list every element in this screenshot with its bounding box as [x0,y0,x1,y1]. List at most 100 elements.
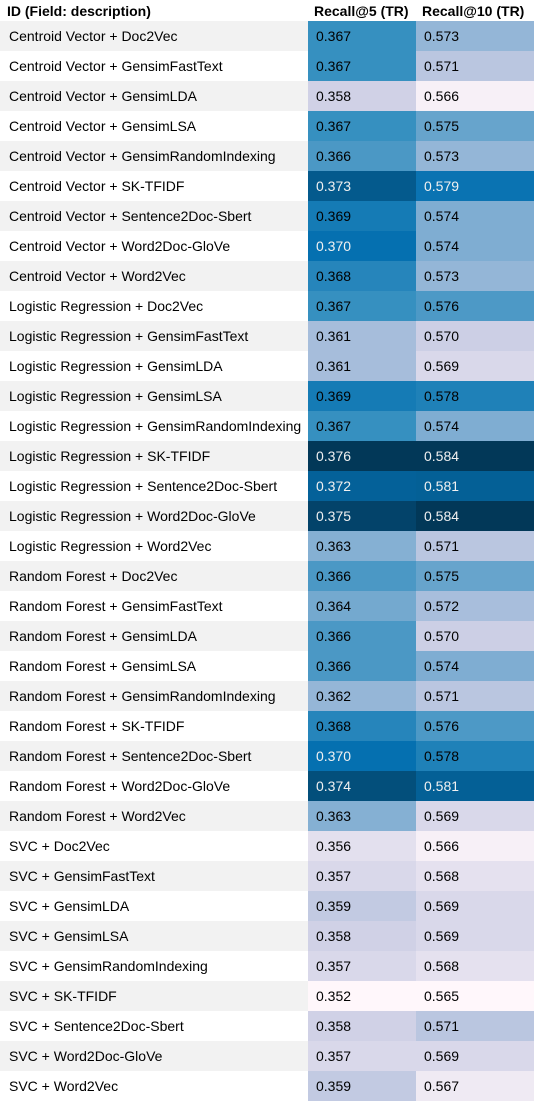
recall5-cell: 0.358 [308,1011,416,1041]
table-row: Logistic Regression + SK-TFIDF 0.376 0.584 [0,441,534,471]
row-id-cell: Logistic Regression + Doc2Vec [0,291,308,321]
table-row: SVC + Sentence2Doc-Sbert 0.358 0.571 [0,1011,534,1041]
recall10-cell: 0.568 [416,861,534,891]
table-row: SVC + GensimLDA 0.359 0.569 [0,891,534,921]
row-id-cell: Centroid Vector + Doc2Vec [0,21,308,51]
row-id-cell: Random Forest + SK-TFIDF [0,711,308,741]
table-row: Random Forest + Word2Vec 0.363 0.569 [0,801,534,831]
recall5-cell: 0.366 [308,561,416,591]
table-row: Random Forest + Sentence2Doc-Sbert 0.370 0… [0,741,534,771]
row-id-cell: Centroid Vector + Word2Vec [0,261,308,291]
row-id-cell: SVC + Word2Doc-GloVe [0,1041,308,1071]
recall10-cell: 0.576 [416,291,534,321]
row-id-cell: SVC + GensimFastText [0,861,308,891]
table-row: SVC + GensimRandomIndexing 0.357 0.568 [0,951,534,981]
table-row: Centroid Vector + GensimLDA 0.358 0.566 [0,81,534,111]
table-row: Logistic Regression + GensimLDA 0.361 0.56… [0,351,534,381]
table-row: Random Forest + GensimLDA 0.366 0.570 [0,621,534,651]
row-id-cell: SVC + SK-TFIDF [0,981,308,1011]
recall10-cell: 0.573 [416,21,534,51]
table-row: Centroid Vector + Doc2Vec 0.367 0.573 [0,21,534,51]
recall5-cell: 0.375 [308,501,416,531]
table-row: Random Forest + Word2Doc-GloVe 0.374 0.581 [0,771,534,801]
recall5-cell: 0.357 [308,951,416,981]
recall5-cell: 0.356 [308,831,416,861]
recall10-cell: 0.571 [416,681,534,711]
table-row: Centroid Vector + Word2Doc-GloVe 0.370 0.5… [0,231,534,261]
recall10-cell: 0.581 [416,771,534,801]
table-row: Logistic Regression + GensimLSA 0.369 0.57… [0,381,534,411]
table-row: Logistic Regression + Word2Vec 0.363 0.571 [0,531,534,561]
table-row: SVC + Word2Vec 0.359 0.567 [0,1071,534,1101]
recall10-cell: 0.574 [416,411,534,441]
table-row: Logistic Regression + Word2Doc-GloVe 0.37… [0,501,534,531]
row-id-cell: Random Forest + Sentence2Doc-Sbert [0,741,308,771]
row-id-cell: SVC + Doc2Vec [0,831,308,861]
table-row: SVC + SK-TFIDF 0.352 0.565 [0,981,534,1011]
table-row: Logistic Regression + Sentence2Doc-Sbert… [0,471,534,501]
recall10-cell: 0.578 [416,741,534,771]
recall10-cell: 0.574 [416,651,534,681]
recall5-cell: 0.363 [308,531,416,561]
recall5-cell: 0.367 [308,411,416,441]
table-row: Logistic Regression + GensimRandomIndexi… [0,411,534,441]
recall10-cell: 0.573 [416,141,534,171]
table-row: SVC + GensimFastText 0.357 0.568 [0,861,534,891]
table-body: Centroid Vector + Doc2Vec 0.367 0.573 Centr… [0,21,534,1101]
recall10-cell: 0.566 [416,831,534,861]
row-id-cell: Logistic Regression + SK-TFIDF [0,441,308,471]
row-id-cell: Logistic Regression + GensimFastText [0,321,308,351]
recall10-cell: 0.574 [416,201,534,231]
table-row: Random Forest + GensimFastText 0.364 0.572 [0,591,534,621]
recall5-cell: 0.366 [308,141,416,171]
recall10-cell: 0.584 [416,441,534,471]
recall10-cell: 0.571 [416,51,534,81]
recall5-cell: 0.373 [308,171,416,201]
recall10-cell: 0.569 [416,1041,534,1071]
row-id-cell: Centroid Vector + Word2Doc-GloVe [0,231,308,261]
recall10-cell: 0.568 [416,951,534,981]
row-id-cell: SVC + GensimLDA [0,891,308,921]
recall5-cell: 0.352 [308,981,416,1011]
recall10-cell: 0.579 [416,171,534,201]
recall10-cell: 0.575 [416,111,534,141]
row-id-cell: Centroid Vector + GensimFastText [0,51,308,81]
recall5-cell: 0.370 [308,741,416,771]
recall5-cell: 0.364 [308,591,416,621]
recall10-cell: 0.569 [416,921,534,951]
table-row: Centroid Vector + GensimFastText 0.367 0.5… [0,51,534,81]
recall5-cell: 0.359 [308,1071,416,1101]
row-id-cell: Random Forest + GensimLDA [0,621,308,651]
recall5-cell: 0.374 [308,771,416,801]
recall5-cell: 0.361 [308,321,416,351]
recall5-cell: 0.370 [308,231,416,261]
row-id-cell: Centroid Vector + GensimLDA [0,81,308,111]
table-row: Random Forest + GensimRandomIndexing 0.36… [0,681,534,711]
table-row: SVC + GensimLSA 0.358 0.569 [0,921,534,951]
recall5-cell: 0.367 [308,291,416,321]
table-row: Centroid Vector + GensimRandomIndexing 0.… [0,141,534,171]
row-id-cell: Centroid Vector + GensimRandomIndexing [0,141,308,171]
recall10-cell: 0.569 [416,801,534,831]
recall5-cell: 0.358 [308,81,416,111]
row-id-cell: SVC + Word2Vec [0,1071,308,1101]
column-header-id: ID (Field: description) [0,0,308,21]
table-row: Random Forest + GensimLSA 0.366 0.574 [0,651,534,681]
row-id-cell: Random Forest + GensimRandomIndexing [0,681,308,711]
recall5-cell: 0.369 [308,381,416,411]
recall10-cell: 0.575 [416,561,534,591]
table-row: Random Forest + SK-TFIDF 0.368 0.576 [0,711,534,741]
recall10-cell: 0.573 [416,261,534,291]
row-id-cell: Random Forest + Word2Vec [0,801,308,831]
row-id-cell: Centroid Vector + Sentence2Doc-Sbert [0,201,308,231]
row-id-cell: SVC + Sentence2Doc-Sbert [0,1011,308,1041]
recall5-cell: 0.368 [308,711,416,741]
recall5-cell: 0.368 [308,261,416,291]
recall5-cell: 0.357 [308,861,416,891]
recall5-cell: 0.376 [308,441,416,471]
recall5-cell: 0.367 [308,111,416,141]
recall10-cell: 0.566 [416,81,534,111]
recall5-cell: 0.363 [308,801,416,831]
row-id-cell: Logistic Regression + Word2Vec [0,531,308,561]
